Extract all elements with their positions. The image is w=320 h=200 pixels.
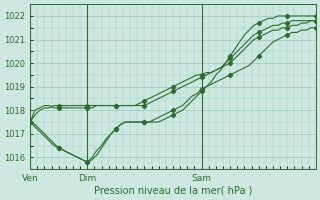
X-axis label: Pression niveau de la mer( hPa ): Pression niveau de la mer( hPa )	[94, 186, 252, 196]
